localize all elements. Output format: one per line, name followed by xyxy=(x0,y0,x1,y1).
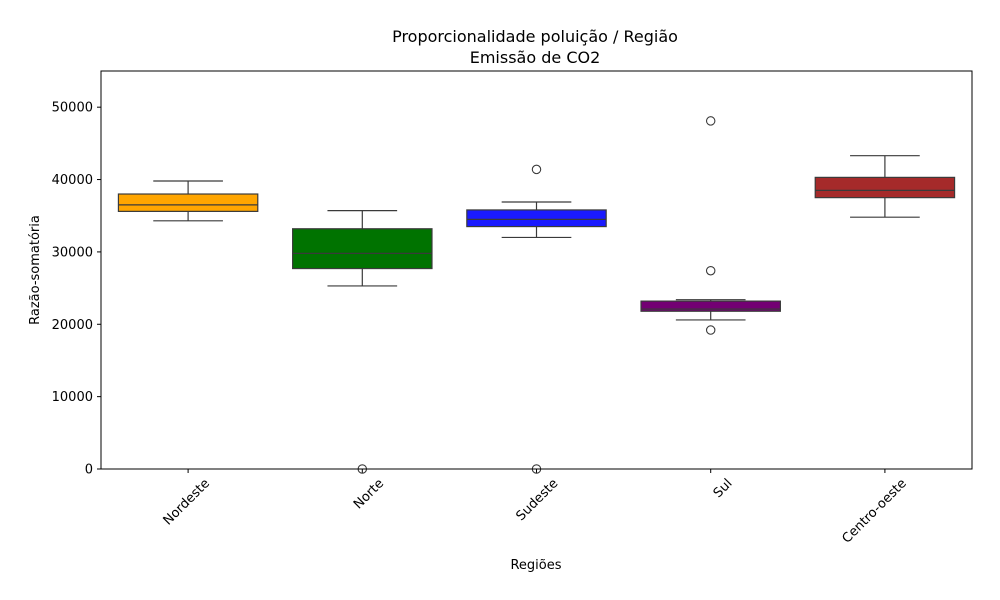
box-centro-oeste xyxy=(814,176,956,199)
x-tick-label: Nordeste xyxy=(161,476,213,528)
box-nordeste xyxy=(117,193,259,212)
plot-frame xyxy=(100,70,973,470)
x-tick-label: Centro-oeste xyxy=(839,476,909,546)
x-axis-label: Regiões xyxy=(510,558,561,573)
y-tick-label: 50000 xyxy=(52,101,93,116)
outlier-point xyxy=(531,164,542,175)
x-tick-label: Sul xyxy=(711,476,736,501)
chart-title-line-1: Proporcionalidade poluição / Região xyxy=(392,27,678,46)
y-tick-label: 10000 xyxy=(52,390,93,405)
x-tick-label: Sudeste xyxy=(514,476,562,524)
y-tick-label: 20000 xyxy=(52,318,93,333)
plot-content: 0 10000 20000 30000 40000 50000 Nordeste Norte S… xyxy=(52,101,956,547)
chart-title-line-2: Emissão de CO2 xyxy=(470,48,601,67)
y-tick-label: 30000 xyxy=(52,245,93,260)
y-tick-label: 40000 xyxy=(52,173,93,188)
box-sudeste xyxy=(466,209,607,228)
box-norte xyxy=(292,228,433,270)
box-sul xyxy=(640,300,781,312)
y-tick-label: 0 xyxy=(85,463,93,478)
outlier-point xyxy=(705,116,716,126)
outlier-point xyxy=(705,325,716,335)
y-axis-label: Razão-somatória xyxy=(28,215,43,325)
x-tick-label: Norte xyxy=(351,476,387,512)
outlier-point xyxy=(705,265,716,276)
